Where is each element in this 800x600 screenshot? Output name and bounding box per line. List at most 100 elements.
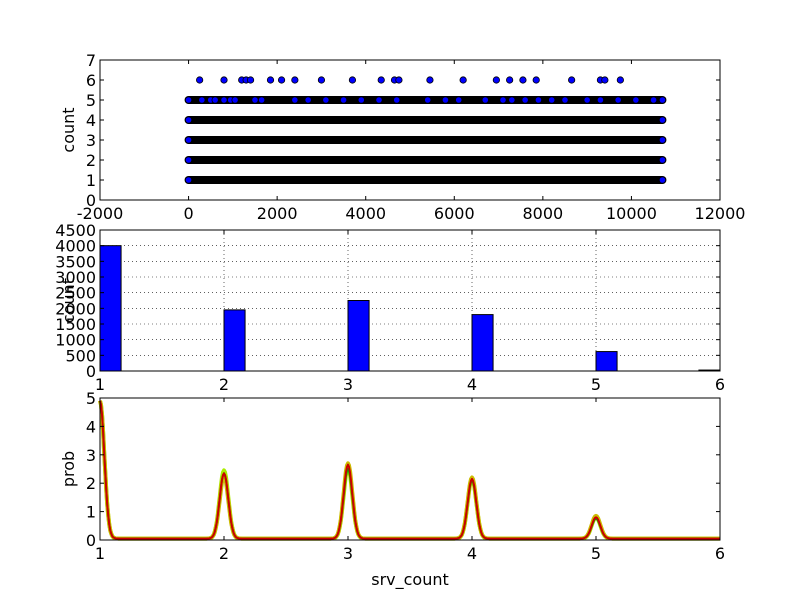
density-series-line xyxy=(99,400,720,540)
y-tick-label: 1 xyxy=(86,171,96,190)
x-tick-label: 4 xyxy=(467,375,477,394)
scatter-point xyxy=(258,96,266,104)
scatter-point xyxy=(322,96,330,104)
scatter-point xyxy=(211,96,219,104)
scatter-point xyxy=(424,96,432,104)
scatter-point xyxy=(304,96,312,104)
x-tick-label: 12000 xyxy=(695,204,746,223)
scatter-point xyxy=(499,96,507,104)
scatter-point xyxy=(632,96,640,104)
scatter-point xyxy=(377,76,385,84)
scatter-point xyxy=(492,76,500,84)
scatter-point xyxy=(184,136,193,144)
y-tick-label: 5 xyxy=(86,91,96,110)
scatter-point xyxy=(583,96,591,104)
x-tick-label: 4000 xyxy=(345,204,386,223)
scatter-point xyxy=(231,96,239,104)
scatter-point xyxy=(614,96,622,104)
x-tick-label: 5 xyxy=(591,375,601,394)
density-series-line xyxy=(98,400,721,541)
scatter-point xyxy=(601,76,609,84)
y-tick-label: 4 xyxy=(86,111,96,130)
scatter-point xyxy=(317,76,326,84)
x-tick-label: 1 xyxy=(95,375,105,394)
x-tick-label: 1 xyxy=(95,544,105,563)
histogram-bar xyxy=(595,351,618,372)
y-tick-label: 1000 xyxy=(55,331,96,350)
histogram-panel: 1 2 3 4 5 6 0500100015002000250030003500400045… xyxy=(55,221,725,394)
histogram-bar xyxy=(471,314,494,372)
y-tick-label: 3500 xyxy=(55,252,96,271)
histogram-bar xyxy=(347,300,370,372)
y-tick-label: 5 xyxy=(86,389,96,408)
scatter-point xyxy=(426,76,434,84)
y-tick-label: 0 xyxy=(86,362,96,381)
y-tick-label: 2000 xyxy=(55,299,96,318)
scatter-point xyxy=(277,76,286,84)
scatter-point xyxy=(616,76,624,84)
y-tick-label: 3 xyxy=(86,446,96,465)
scatter-point xyxy=(184,156,193,164)
scatter-point xyxy=(508,96,516,104)
scatter-point xyxy=(481,96,489,104)
scatter-point xyxy=(658,96,667,104)
y-tick-label: 500 xyxy=(65,346,96,365)
y-tick-label: 7 xyxy=(86,51,96,70)
y-tick-label: 0 xyxy=(86,191,96,210)
plot-frame xyxy=(99,397,721,541)
scatter-point xyxy=(375,96,383,104)
y-tick-label: 1500 xyxy=(55,315,96,334)
scatter-point xyxy=(519,76,527,84)
y-tick-label: 6 xyxy=(86,71,96,90)
scatter-point xyxy=(521,96,529,104)
scatter-point xyxy=(534,96,543,104)
scatter-point xyxy=(184,96,193,104)
scatter-point xyxy=(649,96,658,104)
x-tick-label: 6000 xyxy=(434,204,475,223)
y-tick-label: 3 xyxy=(86,131,96,150)
scatter-point xyxy=(291,96,299,104)
scatter-point xyxy=(184,116,193,124)
scatter-point xyxy=(220,96,228,104)
scatter-point xyxy=(455,96,463,104)
scatter-point xyxy=(658,176,667,184)
scatter-point xyxy=(395,76,403,84)
scatter-point xyxy=(184,176,193,184)
scatter-point xyxy=(532,76,540,84)
x-tick-label: 3 xyxy=(343,375,353,394)
y-tick-label: 4500 xyxy=(55,221,96,240)
x-tick-label: 6 xyxy=(715,544,725,563)
scatter-point xyxy=(393,96,401,104)
x-tick-label: 0 xyxy=(183,204,193,223)
scatter-point xyxy=(658,136,667,144)
y-axis-label: count xyxy=(59,107,78,152)
y-tick-label: 2 xyxy=(86,474,96,493)
x-tick-label: 2000 xyxy=(257,204,298,223)
y-tick-label: 4000 xyxy=(55,237,96,256)
x-tick-label: 3 xyxy=(343,544,353,563)
scatter-point xyxy=(459,76,467,84)
scatter-point xyxy=(251,96,259,104)
x-tick-label: 4 xyxy=(467,544,477,563)
scatter-point xyxy=(266,76,275,84)
scatter-point xyxy=(596,96,605,104)
x-tick-label: 5 xyxy=(591,544,601,563)
y-axis-label: count xyxy=(59,278,78,323)
scatter-panel: -2000 0 2000 4000 6000 8000 10000 1200001234567… xyxy=(59,51,745,223)
x-tick-label: 6 xyxy=(715,375,725,394)
x-tick-label: 10000 xyxy=(606,204,657,223)
plot-frame xyxy=(99,59,721,201)
scatter-point xyxy=(568,76,576,84)
scatter-point xyxy=(291,76,299,84)
y-tick-label: 2500 xyxy=(55,284,96,303)
scatter-point xyxy=(246,76,255,84)
y-axis-label: prob xyxy=(59,451,78,487)
y-tick-label: 4 xyxy=(86,417,96,436)
scatter-point xyxy=(658,156,667,164)
scatter-point xyxy=(506,76,514,84)
y-tick-label: 3000 xyxy=(55,268,96,287)
scatter-point xyxy=(196,76,204,84)
density-series-line xyxy=(99,400,720,540)
